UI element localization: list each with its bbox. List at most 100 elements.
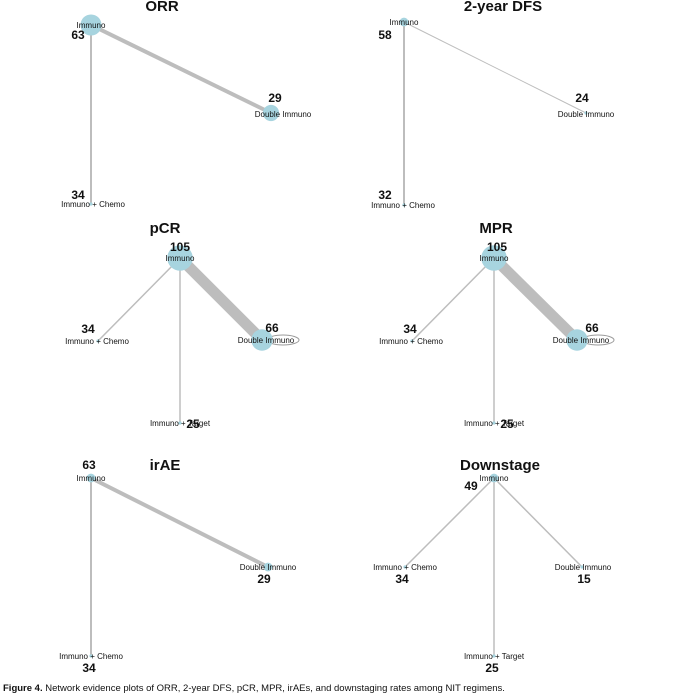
node-count-immuno: 63: [82, 458, 96, 472]
node-immuno: [80, 14, 102, 36]
node-chemo: [402, 203, 406, 207]
edge-immuno-chemo: [404, 477, 495, 568]
node-label-double: Double Immuno: [238, 336, 295, 345]
node-count-immuno: 105: [487, 240, 507, 254]
nodes: [86, 473, 273, 658]
node-label-double: Double Immuno: [553, 336, 610, 345]
node-chemo: [403, 565, 407, 569]
node-count-target: 25: [485, 661, 499, 675]
node-double: [251, 329, 273, 351]
edges: [90, 476, 269, 656]
node-count-immuno: 63: [71, 28, 85, 42]
nodes: [403, 473, 584, 658]
node-count-immuno: 58: [378, 28, 392, 42]
node-count-chemo: 32: [378, 188, 392, 202]
node-chemo: [410, 339, 414, 343]
node-double: [566, 329, 588, 351]
edge-immuno-double: [403, 21, 587, 114]
node-count-double: 66: [265, 321, 279, 335]
edges: [90, 23, 272, 204]
nodes: [399, 17, 588, 207]
node-target: [178, 421, 182, 425]
edges: [403, 21, 587, 205]
node-label-chemo: Immuno + Chemo: [59, 652, 123, 661]
node-double: [262, 104, 280, 122]
node-count-double: 15: [577, 572, 591, 586]
node-immuno: [167, 245, 193, 271]
node-label-immuno: Immuno: [480, 474, 509, 483]
panel-title: 2-year DFS: [464, 0, 542, 15]
edges: [404, 477, 583, 656]
node-count-double: 29: [257, 572, 271, 586]
node-count-chemo: 34: [81, 322, 95, 336]
panel-title: irAE: [150, 457, 181, 474]
edge-immuno-double: [90, 23, 272, 115]
edge-immuno-double: [90, 476, 269, 569]
node-target: [492, 421, 496, 425]
node-label-immuno: Immuno: [77, 21, 106, 30]
node-immuno: [489, 473, 499, 483]
nodes: [96, 245, 273, 425]
node-label-double: Double Immuno: [255, 110, 312, 119]
node-count-immuno: 49: [464, 479, 478, 493]
node-double: [263, 562, 273, 572]
node-label-immuno: Immuno: [480, 254, 509, 263]
node-count-double: 66: [585, 321, 599, 335]
panel-title: pCR: [150, 220, 181, 237]
node-chemo: [89, 654, 93, 658]
node-label-target: Immuno + Target: [150, 419, 211, 428]
node-count-target: 25: [500, 417, 514, 431]
node-label-double: Double Immuno: [555, 563, 612, 572]
node-count-immuno: 105: [170, 240, 190, 254]
edge-immuno-double: [493, 477, 583, 568]
node-double: [580, 565, 584, 569]
edge-immuno-double: [176, 254, 266, 344]
node-immuno: [86, 473, 96, 483]
edge-immuno-chemo: [411, 257, 495, 342]
node-label-double: Double Immuno: [558, 110, 615, 119]
node-label-chemo: Immuno + Chemo: [61, 200, 125, 209]
panel-title: Downstage: [460, 457, 540, 474]
node-count-double: 24: [575, 91, 589, 105]
node-label-chemo: Immuno + Chemo: [373, 563, 437, 572]
node-count-chemo: 34: [403, 322, 417, 336]
edges: [97, 254, 300, 423]
node-label-immuno: Immuno: [166, 254, 195, 263]
node-count-chemo: 34: [395, 572, 409, 586]
edge-immuno-double: [490, 254, 581, 344]
node-label-target: Immuno + Target: [464, 419, 525, 428]
panel-title: MPR: [479, 220, 513, 237]
node-chemo: [89, 202, 93, 206]
nodes: [410, 245, 588, 425]
node-label-target: Immuno + Target: [464, 652, 525, 661]
node-chemo: [96, 339, 100, 343]
node-label-immuno: Immuno: [390, 18, 419, 27]
edges: [411, 254, 615, 423]
node-double: [584, 111, 588, 115]
node-label-immuno: Immuno: [77, 474, 106, 483]
node-count-chemo: 34: [71, 188, 85, 202]
node-count-chemo: 34: [82, 661, 96, 675]
caption-label: Figure 4.: [3, 683, 43, 694]
node-count-double: 29: [268, 91, 282, 105]
edge-immuno-chemo: [97, 257, 181, 342]
node-label-chemo: Immuno + Chemo: [371, 201, 435, 210]
figure-caption: Figure 4. Network evidence plots of ORR,…: [3, 683, 505, 694]
node-immuno: [481, 245, 507, 271]
node-count-target: 25: [186, 417, 200, 431]
caption-text: Network evidence plots of ORR, 2-year DF…: [42, 683, 505, 694]
nodes: [80, 14, 280, 206]
panel-title: ORR: [145, 0, 179, 15]
